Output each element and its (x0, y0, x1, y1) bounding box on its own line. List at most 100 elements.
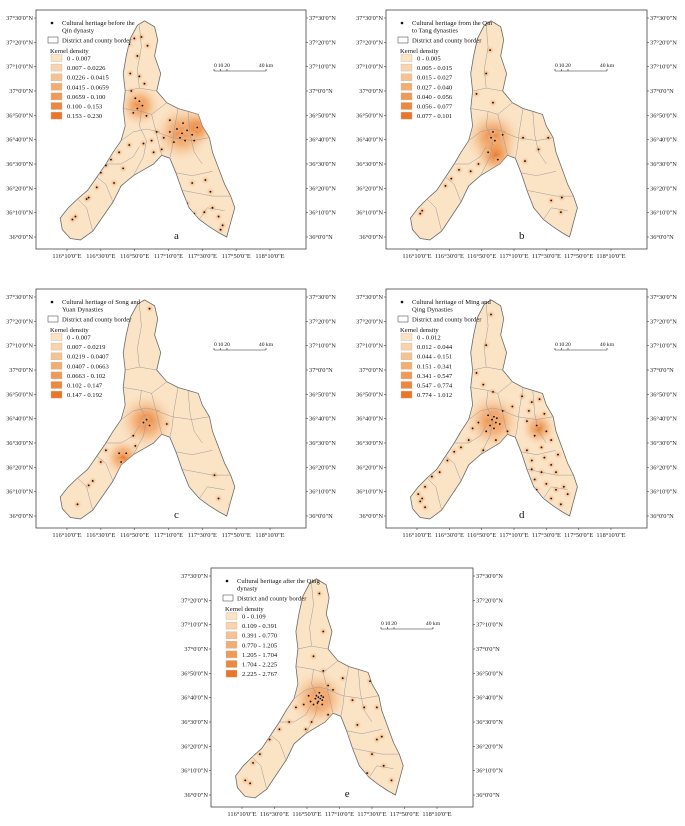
county-border (526, 190, 574, 197)
lat-tick-label-right: 37°30'0"N (309, 15, 336, 22)
heritage-site (312, 703, 315, 706)
lat-tick-label-right: 36°0'0"N (476, 792, 500, 799)
lon-tick-label: 116°30'0"E (86, 253, 115, 260)
heritage-site (244, 779, 247, 782)
legend-class-label: 0.391 - 0.770 (242, 633, 278, 640)
legend-border-symbol (222, 594, 234, 602)
heritage-site (318, 691, 321, 694)
lon-tick-label: 117°30'0"E (532, 532, 561, 539)
scale-bar-label: 40 km (600, 63, 615, 69)
heritage-site (136, 107, 139, 110)
lat-tick-label-left: 37°10'0"N (356, 343, 383, 350)
heritage-site (118, 452, 120, 455)
legend-class-swatch (50, 54, 63, 62)
heritage-site (322, 670, 325, 672)
heritage-site (469, 170, 472, 173)
county-border (480, 390, 494, 455)
county-border (309, 583, 314, 647)
legend-class-label: 0.040 - 0.056 (417, 94, 453, 101)
lon-tick-label: 116°50'0"E (467, 532, 496, 539)
heritage-site (477, 163, 480, 165)
lat-tick-label-right: 36°40'0"N (650, 416, 677, 423)
scale-bar-label: 0 (214, 63, 217, 69)
legend-class-swatch (400, 83, 413, 91)
heritage-site (268, 738, 271, 741)
legend-class-swatch (225, 641, 238, 649)
county-border (340, 666, 349, 717)
lon-tick-label: 117°30'0"E (188, 532, 217, 539)
legend-class-swatch (400, 390, 413, 399)
heritage-site (417, 493, 420, 495)
legend-class-label: 0.015 - 0.027 (417, 75, 453, 82)
lon-tick-label: 117°30'0"E (357, 811, 386, 818)
heritage-site (453, 450, 456, 453)
lat-tick-label-left: 37°0'0"N (184, 646, 208, 653)
legend-border-label: District and county border (237, 596, 307, 603)
legend-border-label: District and county border (412, 38, 482, 45)
legend-class-swatch (400, 54, 413, 62)
legend-class-swatch (400, 92, 413, 101)
heritage-site (498, 423, 501, 425)
lat-tick-label-right: 36°40'0"N (309, 137, 336, 144)
legend-class-label: 0.151 - 0.341 (417, 363, 452, 370)
county-border (123, 381, 167, 394)
heritage-site (168, 119, 171, 122)
lon-tick-label: 118°10'0"E (255, 253, 284, 260)
lat-tick-label-left: 37°20'0"N (356, 318, 383, 325)
heritage-site (136, 55, 139, 57)
lat-tick-label-left: 36°40'0"N (6, 416, 33, 423)
heritage-site (382, 764, 385, 767)
heritage-site (327, 684, 330, 687)
heritage-site (559, 211, 562, 214)
legend-class-swatch (225, 621, 238, 630)
county-border (279, 704, 312, 723)
heritage-site (530, 468, 533, 471)
legend-title: Cultural heritage before the (62, 20, 135, 27)
legend-border-label: District and county border (412, 317, 482, 324)
heritage-site (562, 485, 565, 488)
heritage-site (526, 420, 528, 422)
lat-tick-label-right: 37°10'0"N (309, 343, 336, 350)
heritage-site (492, 130, 494, 133)
heritage-site (76, 503, 79, 506)
heritage-site (545, 430, 548, 433)
lat-tick-label-right: 37°10'0"N (650, 64, 677, 71)
legend-class-swatch (400, 63, 413, 72)
scale-bar-label: 20 (224, 63, 230, 69)
heritage-site (145, 114, 148, 117)
heritage-site (530, 459, 533, 462)
heritage-site (533, 478, 536, 481)
heritage-site (105, 449, 107, 452)
legend-title: Yuan Dynasties (62, 307, 104, 314)
heritage-site (252, 761, 254, 764)
legend-class-swatch (50, 63, 63, 72)
heritage-site (491, 418, 493, 421)
heritage-site (535, 424, 538, 427)
scale-bar-label: 10 (559, 63, 565, 69)
legend-class-label: 0 - 0.109 (242, 614, 266, 621)
heritage-site (191, 182, 194, 184)
legend-class-swatch (50, 362, 63, 370)
heritage-site (475, 93, 478, 95)
heritage-site (424, 506, 426, 509)
heritage-site (566, 493, 569, 495)
county-border (497, 393, 508, 435)
lat-tick-label-left: 36°40'0"N (356, 137, 383, 144)
heritage-site (134, 97, 137, 100)
lat-tick-label-left: 37°0'0"N (359, 88, 383, 95)
lat-tick-label-left: 36°50'0"N (6, 391, 33, 398)
legend-class-label: 0 - 0.007 (67, 56, 91, 63)
county-border (137, 304, 142, 368)
county-border (502, 131, 554, 141)
county-border (133, 111, 147, 176)
county-border (187, 111, 203, 165)
heritage-site (138, 100, 141, 103)
legend-title: Cultural heritage of Ming and (412, 299, 491, 306)
heritage-site (557, 453, 559, 456)
heritage-site (421, 209, 424, 212)
heritage-site (160, 148, 163, 151)
county-border (169, 108, 179, 159)
lat-tick-label-right: 37°10'0"N (650, 343, 677, 350)
heritage-site (550, 497, 553, 500)
